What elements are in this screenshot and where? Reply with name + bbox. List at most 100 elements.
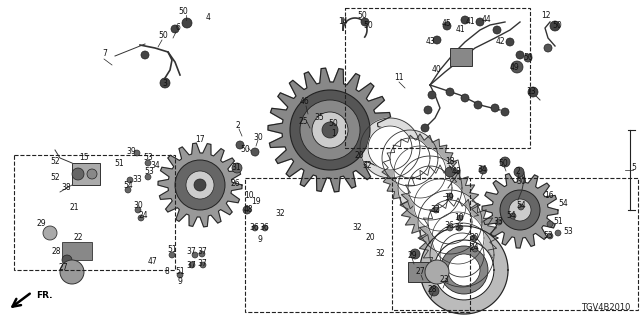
Polygon shape <box>432 212 484 264</box>
Text: 24: 24 <box>138 211 148 220</box>
Text: 34: 34 <box>150 161 160 170</box>
Text: 53: 53 <box>543 230 553 239</box>
Text: 30: 30 <box>133 201 143 210</box>
Circle shape <box>192 252 198 258</box>
Circle shape <box>177 272 183 278</box>
Text: 15: 15 <box>79 153 89 162</box>
Circle shape <box>145 160 151 166</box>
Text: 26: 26 <box>230 179 240 188</box>
Circle shape <box>550 21 560 31</box>
Circle shape <box>524 54 532 62</box>
Circle shape <box>361 18 369 26</box>
Circle shape <box>500 190 540 230</box>
Circle shape <box>160 78 170 88</box>
Polygon shape <box>440 233 484 277</box>
Text: 49: 49 <box>510 62 520 71</box>
Text: 19: 19 <box>444 193 454 202</box>
Text: 40: 40 <box>432 66 442 75</box>
Text: 50: 50 <box>178 7 188 17</box>
Text: 50: 50 <box>158 31 168 41</box>
Polygon shape <box>400 165 480 245</box>
Circle shape <box>461 94 469 102</box>
Circle shape <box>424 106 432 114</box>
Text: 51: 51 <box>167 245 177 254</box>
Circle shape <box>127 177 133 183</box>
Circle shape <box>491 104 499 112</box>
Circle shape <box>518 204 524 210</box>
Text: FR.: FR. <box>36 291 52 300</box>
Circle shape <box>410 249 420 259</box>
Text: 12: 12 <box>541 11 551 20</box>
Circle shape <box>138 215 144 221</box>
Polygon shape <box>382 134 458 210</box>
Polygon shape <box>158 143 242 227</box>
Text: 39: 39 <box>126 148 136 156</box>
Polygon shape <box>390 138 430 178</box>
Circle shape <box>428 91 436 99</box>
Text: 7: 7 <box>102 50 108 59</box>
Circle shape <box>493 26 501 34</box>
Text: 50: 50 <box>240 145 250 154</box>
Circle shape <box>303 104 356 156</box>
Circle shape <box>322 122 338 138</box>
Circle shape <box>514 167 524 177</box>
Circle shape <box>189 262 195 268</box>
Bar <box>14 155 175 270</box>
Circle shape <box>511 61 523 73</box>
Text: 43: 43 <box>425 37 435 46</box>
Text: TGV4B2010: TGV4B2010 <box>580 303 630 312</box>
Text: 33: 33 <box>132 174 142 183</box>
Text: 54: 54 <box>558 198 568 207</box>
Circle shape <box>243 206 251 214</box>
Circle shape <box>544 44 552 52</box>
Text: 10: 10 <box>454 212 464 221</box>
Text: 16: 16 <box>544 191 554 201</box>
Text: 34: 34 <box>477 165 487 174</box>
Circle shape <box>290 90 370 170</box>
Text: 53: 53 <box>144 167 154 177</box>
Circle shape <box>474 101 482 109</box>
Circle shape <box>175 160 225 210</box>
Text: 2: 2 <box>236 122 241 131</box>
Text: 54: 54 <box>516 202 526 211</box>
Polygon shape <box>430 223 494 287</box>
Circle shape <box>504 195 536 225</box>
Text: 41: 41 <box>455 25 465 34</box>
Polygon shape <box>482 172 558 248</box>
Circle shape <box>476 18 484 26</box>
Text: 50: 50 <box>328 119 338 129</box>
Text: 27: 27 <box>58 263 68 273</box>
Text: 32: 32 <box>275 209 285 218</box>
Text: 42: 42 <box>495 37 505 46</box>
Text: 2: 2 <box>516 166 520 175</box>
Text: 22: 22 <box>73 234 83 243</box>
Text: 18: 18 <box>445 157 455 166</box>
Circle shape <box>447 193 453 199</box>
Text: 36: 36 <box>444 221 454 230</box>
Text: 32: 32 <box>362 162 372 171</box>
Text: 6: 6 <box>175 23 180 33</box>
Circle shape <box>479 166 487 174</box>
Text: 35: 35 <box>314 113 324 122</box>
Text: 3: 3 <box>163 78 168 87</box>
Circle shape <box>447 225 453 231</box>
Circle shape <box>199 251 205 257</box>
Text: 10: 10 <box>244 191 254 201</box>
Circle shape <box>457 215 463 221</box>
Circle shape <box>251 148 259 156</box>
Text: 5: 5 <box>632 164 636 172</box>
Text: 54: 54 <box>123 181 133 190</box>
Circle shape <box>501 108 509 116</box>
Bar <box>72 163 100 185</box>
Text: 13: 13 <box>526 86 536 95</box>
Polygon shape <box>418 198 498 278</box>
Bar <box>245 178 470 312</box>
Circle shape <box>461 16 469 24</box>
Bar <box>345 8 530 148</box>
Circle shape <box>425 260 449 284</box>
Circle shape <box>252 225 258 231</box>
Text: 28: 28 <box>428 285 436 294</box>
Circle shape <box>547 221 553 227</box>
Text: 33: 33 <box>493 217 503 226</box>
Text: 37: 37 <box>186 260 196 269</box>
